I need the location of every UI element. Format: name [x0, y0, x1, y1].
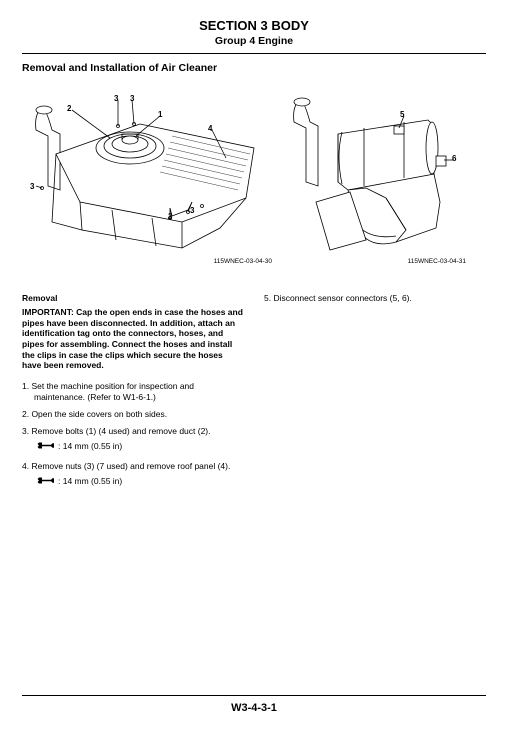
wrench-icon [36, 477, 54, 484]
bottom-rule [22, 695, 486, 696]
callout-6: 6 [452, 154, 456, 163]
page-header: SECTION 3 BODY Group 4 Engine [22, 18, 486, 47]
important-note: IMPORTANT: Cap the open ends in case the… [22, 307, 244, 371]
wrench-spec-2: : 14 mm (0.55 in) [22, 476, 244, 486]
step-list: 1. Set the machine position for inspecti… [22, 381, 244, 437]
callout-3: 3 [168, 212, 172, 221]
figure-right-caption: 115WNEC-03-04-31 [408, 258, 466, 265]
wrench-text-2: : 14 mm (0.55 in) [58, 476, 122, 486]
callout-3: 3 [30, 182, 34, 191]
wrench-spec-1: : 14 mm (0.55 in) [22, 441, 244, 451]
callout-4: 4 [208, 124, 212, 133]
callout-2: 2 [67, 104, 71, 113]
page-number: W3-4-3-1 [22, 702, 486, 714]
callout-3: 3 [130, 94, 134, 103]
figures-row: 115WNEC-03-04-30 2 3 3 1 4 3 3 3 [22, 90, 486, 265]
callout-5: 5 [400, 110, 404, 119]
group-title: Group 4 Engine [22, 35, 486, 47]
callout-1: 1 [158, 110, 162, 119]
figure-right: 115WNEC-03-04-31 5 6 [286, 90, 466, 265]
right-column: 5. Disconnect sensor connectors (5, 6). [264, 293, 486, 492]
figure-right-svg [286, 90, 466, 265]
step-list-2: 4. Remove nuts (3) (7 used) and remove r… [22, 461, 244, 472]
text-columns: Removal IMPORTANT: Cap the open ends in … [22, 293, 486, 492]
step-5: 5. Disconnect sensor connectors (5, 6). [264, 293, 486, 304]
callout-3: 3 [114, 94, 118, 103]
step-2: 2. Open the side covers on both sides. [22, 409, 244, 420]
figure-left: 115WNEC-03-04-30 2 3 3 1 4 3 3 3 [22, 90, 272, 265]
wrench-icon [36, 442, 54, 449]
wrench-text-1: : 14 mm (0.55 in) [58, 441, 122, 451]
section-title: SECTION 3 BODY [22, 18, 486, 33]
step-4: 4. Remove nuts (3) (7 used) and remove r… [22, 461, 244, 472]
page-subtitle: Removal and Installation of Air Cleaner [22, 62, 486, 74]
important-label: IMPORTANT: [22, 307, 74, 317]
top-rule [22, 53, 486, 54]
removal-heading: Removal [22, 293, 244, 303]
footer: W3-4-3-1 [22, 695, 486, 714]
figure-left-svg [22, 90, 272, 265]
callout-3: 3 [190, 206, 194, 215]
step-1: 1. Set the machine position for inspecti… [22, 381, 244, 403]
figure-left-caption: 115WNEC-03-04-30 [214, 258, 272, 265]
step-3: 3. Remove bolts (1) (4 used) and remove … [22, 426, 244, 437]
left-column: Removal IMPORTANT: Cap the open ends in … [22, 293, 244, 492]
